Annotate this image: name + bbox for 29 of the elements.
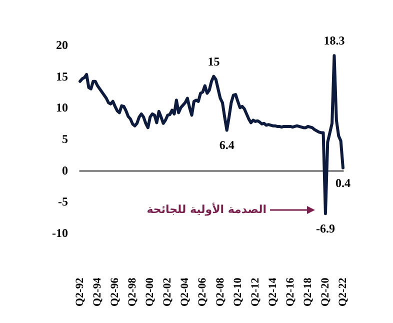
y-tick-label: 20: [56, 38, 68, 52]
x-tick-label: Q2-00: [144, 277, 156, 306]
data-label: 0.4: [336, 176, 350, 190]
x-tick-label: Q2-92: [74, 277, 86, 306]
x-tick-label: Q2-10: [232, 277, 244, 306]
x-tick-label: Q2-04: [179, 277, 192, 306]
data-label: 18.3: [324, 34, 345, 48]
x-tick-label: Q2-06: [196, 277, 209, 306]
y-tick-label: 0: [62, 163, 68, 178]
x-tick-label: Q2-02: [162, 277, 174, 306]
annotation: الصدمة الأولية للجائحة: [146, 202, 266, 216]
data-label: 6.4: [219, 138, 234, 152]
data-label: -6.9: [316, 222, 335, 236]
x-tick-label: Q2-18: [302, 277, 314, 306]
y-tick-label: -5: [58, 194, 68, 209]
x-tick-label: Q2-08: [214, 277, 226, 306]
x-tick-label: Q2-16: [284, 277, 296, 306]
x-tick-label: Q2-20: [319, 277, 332, 306]
x-tick-label: Q2-22: [337, 277, 349, 306]
x-tick-label: Q2-14: [266, 277, 279, 306]
x-tick-label: Q2-12: [249, 277, 262, 306]
y-tick-label: 15: [56, 69, 68, 84]
y-tick-label: 10: [56, 100, 68, 115]
x-tick-label: Q2-96: [109, 277, 122, 306]
y-tick-label: -10: [52, 226, 68, 240]
x-tick-label: Q2-94: [92, 277, 104, 306]
y-tick-label: 5: [62, 132, 68, 146]
data-label: 15: [208, 54, 220, 68]
x-tick-label: Q2-98: [126, 277, 139, 306]
